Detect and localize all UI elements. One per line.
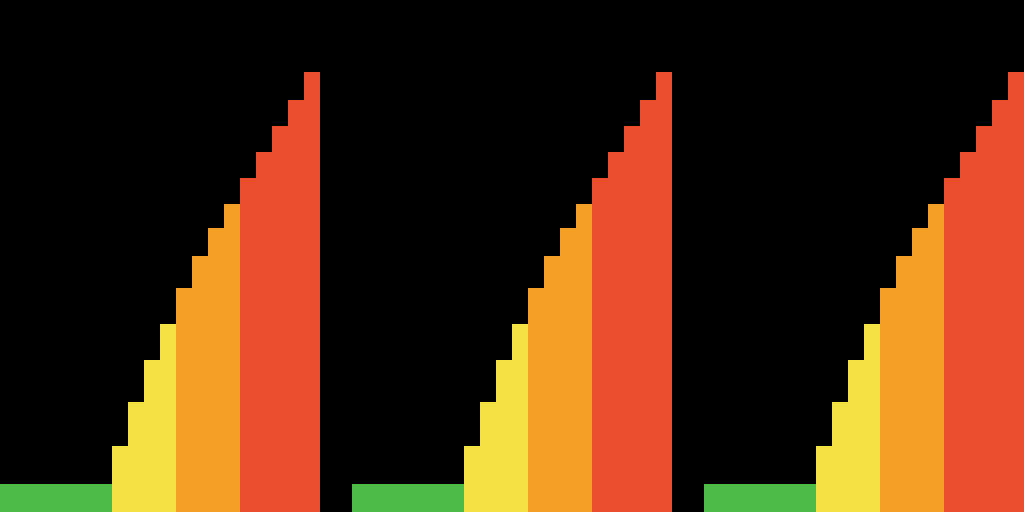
bar [896, 256, 912, 512]
bar [912, 228, 928, 512]
bar [832, 402, 848, 512]
bar [720, 484, 736, 512]
bar [864, 324, 880, 512]
bar [512, 324, 528, 512]
bar [80, 484, 96, 512]
bar [160, 324, 176, 512]
bar [928, 204, 944, 512]
bar [224, 204, 240, 512]
bar [992, 100, 1008, 512]
bar [464, 446, 480, 512]
bar [528, 288, 544, 512]
bar [448, 484, 464, 512]
bar [112, 446, 128, 512]
bar [48, 484, 64, 512]
bar [272, 126, 288, 512]
bar [736, 484, 752, 512]
bar [768, 484, 784, 512]
bar [256, 152, 272, 512]
bar [16, 484, 32, 512]
bar [816, 446, 832, 512]
bar [432, 484, 448, 512]
bar [32, 484, 48, 512]
bar [192, 256, 208, 512]
bar [608, 152, 624, 512]
bar [496, 360, 512, 512]
bar [1008, 72, 1024, 512]
bar [128, 402, 144, 512]
bar [976, 126, 992, 512]
bar [368, 484, 384, 512]
bar [576, 204, 592, 512]
bar [400, 484, 416, 512]
bar [352, 484, 368, 512]
bar [752, 484, 768, 512]
bar [240, 178, 256, 512]
bar [544, 256, 560, 512]
bar [592, 178, 608, 512]
bar [640, 100, 656, 512]
bar [848, 360, 864, 512]
bar [96, 484, 112, 512]
bar [704, 484, 720, 512]
bar [624, 126, 640, 512]
bar [784, 484, 800, 512]
bar [304, 72, 320, 512]
bar [208, 228, 224, 512]
bar [480, 402, 496, 512]
bar [560, 228, 576, 512]
bar [416, 484, 432, 512]
bar [288, 100, 304, 512]
bar [176, 288, 192, 512]
bar [144, 360, 160, 512]
bar [960, 152, 976, 512]
bar [656, 72, 672, 512]
bar [944, 178, 960, 512]
bar [800, 484, 816, 512]
chart-canvas [0, 0, 1024, 512]
bar [384, 484, 400, 512]
bar [0, 484, 16, 512]
bar [880, 288, 896, 512]
bar [64, 484, 80, 512]
